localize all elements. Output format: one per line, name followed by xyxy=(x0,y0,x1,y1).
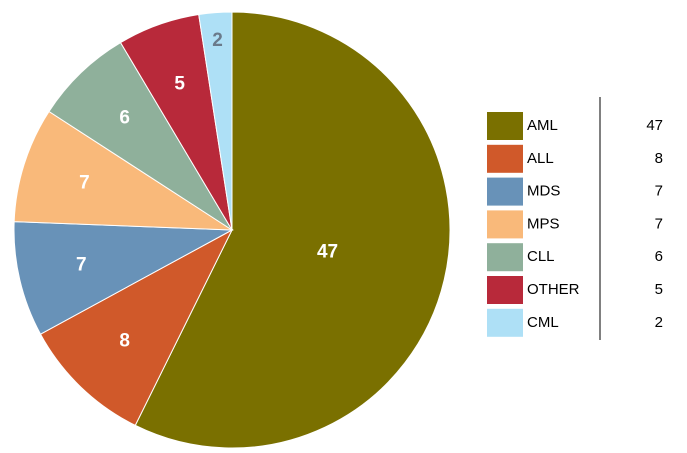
legend-label: MPS xyxy=(527,215,560,232)
data-label: 5 xyxy=(174,73,185,94)
legend-swatch xyxy=(487,210,523,239)
legend-label: OTHER xyxy=(527,281,580,298)
legend-value: 5 xyxy=(655,281,663,298)
legend-value: 7 xyxy=(655,215,663,232)
legend-label: CML xyxy=(527,314,559,331)
pie-slice xyxy=(198,11,233,231)
legend-value: 8 xyxy=(655,150,663,167)
legend-value: 2 xyxy=(655,314,663,331)
pie-slice xyxy=(13,110,234,231)
legend-label: CLL xyxy=(527,248,555,265)
pie-slice xyxy=(134,11,451,449)
pie-slice xyxy=(48,41,233,231)
data-label: 2 xyxy=(212,30,223,51)
legend-value: 47 xyxy=(646,117,663,134)
legend-swatch xyxy=(487,112,523,140)
pie-slice xyxy=(39,228,234,427)
legend-value: 7 xyxy=(655,183,663,200)
legend-label: MDS xyxy=(527,183,560,200)
legend-swatch xyxy=(487,177,523,206)
legend-label: ALL xyxy=(527,150,554,167)
data-label: 47 xyxy=(317,241,338,262)
legend-label: AML xyxy=(527,117,558,134)
legend-swatch xyxy=(487,308,523,337)
data-label: 7 xyxy=(79,172,90,193)
pie-slice xyxy=(13,221,234,335)
legend-swatch xyxy=(487,276,523,304)
legend-value: 6 xyxy=(655,248,663,265)
data-label: 8 xyxy=(119,331,130,352)
legend-swatch xyxy=(487,144,523,173)
data-label: 6 xyxy=(119,107,130,128)
legend-swatch xyxy=(487,243,523,272)
data-label: 7 xyxy=(76,254,87,275)
